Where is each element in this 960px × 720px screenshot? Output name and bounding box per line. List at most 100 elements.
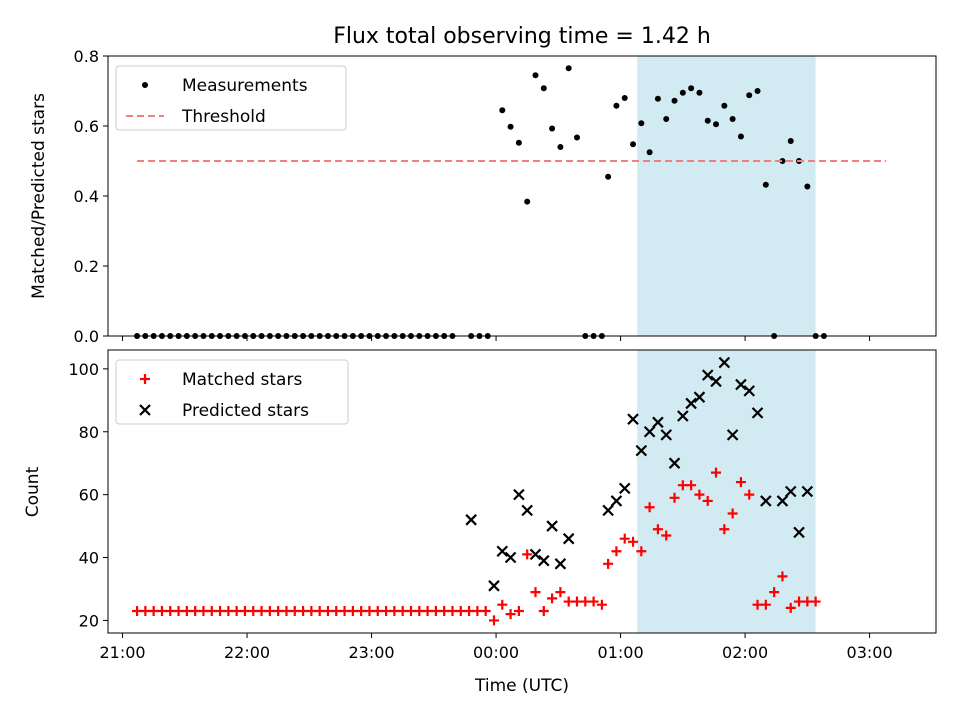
y-tick-label-1-3: 80 [79,423,99,442]
point-1-1-2 [496,545,509,558]
point-0-0-69 [721,102,728,109]
panel-ratio-shade [637,56,816,336]
point-0-0-47 [540,85,547,92]
point-1-0-60 [628,536,639,547]
point-1-1-22 [693,391,706,403]
point-0-0-76 [779,158,786,164]
point-1-1-19 [668,457,681,469]
point-1-0-56 [596,599,607,610]
point-1-1-0 [465,514,477,526]
y-tick-label-0-3: 0.6 [74,117,99,136]
point-1-0-58 [611,546,622,557]
point-1-0-43 [488,615,499,626]
legend-marker-1-0 [140,374,150,384]
legend-box-0 [115,65,347,131]
point-1-1-26 [726,429,739,441]
point-0-0-56 [613,102,620,109]
point-0-0-63 [671,97,678,104]
point-1-0-72 [727,508,738,519]
point-1-0-42 [480,605,491,616]
point-1-0-64 [661,530,672,541]
point-1-1-18 [660,429,673,441]
point-1-1-10 [562,532,575,545]
point-1-1-24 [710,375,722,388]
point-0-0-61 [654,95,661,102]
chart-title: Flux total observing time = 1.42 h [333,24,711,49]
panel-ratio-ylabel: Matched/Predicted stars [29,93,49,299]
point-1-1-21 [685,397,697,410]
point-0-0-58 [630,141,637,148]
point-0-0-71 [737,133,744,140]
y-tick-label-1-2: 60 [79,486,99,505]
x-tick-label-1: 22:00 [224,643,270,662]
y-tick-label-1-4: 100 [68,360,99,379]
legend-label-0-0: Measurements [182,76,308,96]
point-1-1-14 [627,413,639,425]
point-0-0-68 [713,121,720,128]
point-1-0-61 [636,546,647,557]
y-tick-label-0-0: 0.0 [74,327,99,346]
point-0-0-74 [762,181,769,188]
point-1-0-71 [719,524,730,535]
y-tick-label-1-1: 40 [79,549,99,568]
x-tick-label-2: 23:00 [348,643,394,662]
panel-counts-ylabel: Count [23,466,43,517]
point-1-1-30 [760,495,772,507]
point-0-0-51 [573,134,580,141]
x-axis-label: Time (UTC) [474,676,569,696]
y-tick-label-0-4: 0.8 [74,47,99,66]
point-1-1-31 [776,495,789,507]
point-0-0-77 [787,138,794,145]
point-0-0-42 [499,107,506,114]
point-0-0-79 [804,183,811,190]
point-1-0-48 [530,587,541,598]
point-1-1-23 [701,369,714,381]
point-0-0-48 [549,125,556,132]
point-1-0-78 [777,571,788,582]
point-1-1-13 [618,482,631,495]
x-tick-label-0: 21:00 [99,643,145,662]
point-1-0-74 [744,489,755,500]
point-1-0-45 [505,609,516,620]
point-0-0-43 [507,123,514,130]
panel-ratio: 0.00.20.40.60.8 Matched/Predicted stars … [29,47,937,346]
point-1-1-15 [635,444,648,457]
point-1-1-6 [529,548,542,561]
point-1-1-25 [718,356,731,369]
point-1-0-65 [669,492,680,503]
legend-label-1-0: Matched stars [182,370,302,390]
point-1-0-50 [547,593,558,604]
x-tick-label-4: 01:00 [598,643,644,662]
point-1-0-55 [588,596,599,607]
point-0-0-45 [524,198,531,205]
point-1-1-32 [784,485,797,498]
point-0-0-50 [565,65,572,72]
point-1-1-11 [602,504,614,517]
y-tick-label-1-0: 20 [79,611,99,630]
point-1-0-76 [760,599,771,610]
point-1-0-69 [702,495,713,506]
point-0-0-44 [515,139,522,146]
point-0-0-49 [557,144,564,150]
legend-marker-1-1 [139,404,151,416]
point-1-1-12 [610,495,623,507]
point-0-0-67 [704,117,711,124]
legend-marker-0-0 [142,82,148,88]
point-1-0-79 [785,602,796,613]
point-1-1-3 [504,551,517,564]
point-1-0-46 [513,605,524,616]
point-1-1-34 [801,485,814,498]
point-1-0-47 [522,549,533,560]
point-1-0-67 [686,480,697,491]
point-1-1-4 [513,488,525,501]
legend-box-1 [115,359,349,425]
point-1-1-28 [743,385,756,397]
point-0-0-60 [646,149,653,156]
point-1-1-1 [488,580,500,592]
panel-counts-shade [637,350,816,633]
point-0-0-65 [688,85,695,92]
legend-label-0-1: Threshold [181,107,266,127]
point-0-0-62 [663,116,670,122]
point-0-0-73 [754,88,761,94]
